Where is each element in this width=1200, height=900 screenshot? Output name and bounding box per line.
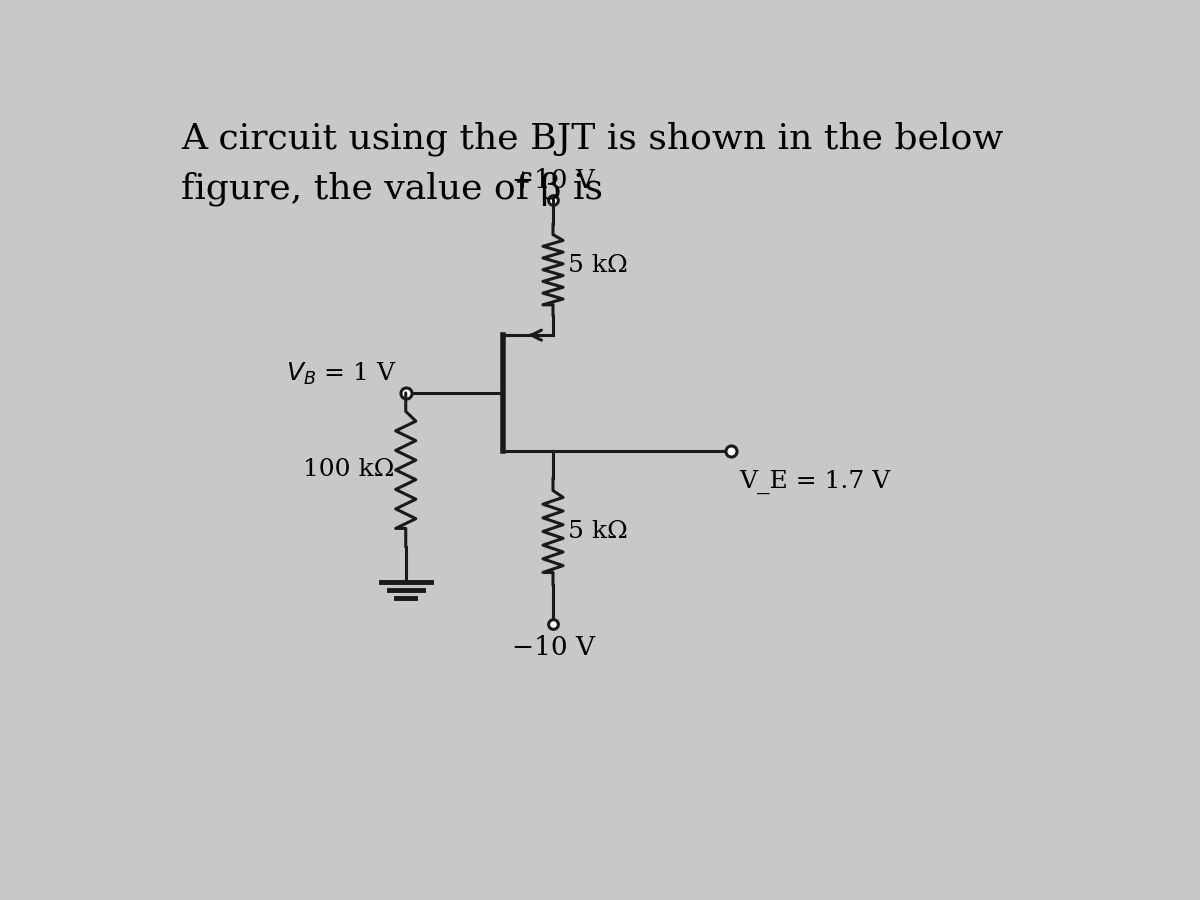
Text: 100 kΩ: 100 kΩ — [302, 458, 394, 482]
Text: +10 V: +10 V — [511, 167, 594, 193]
Text: 5 kΩ: 5 kΩ — [569, 520, 629, 543]
Text: 5 kΩ: 5 kΩ — [569, 255, 629, 277]
Text: V_E = 1.7 V: V_E = 1.7 V — [739, 470, 890, 494]
Text: $V_B$ = 1 V: $V_B$ = 1 V — [286, 361, 396, 387]
Text: −10 V: −10 V — [511, 635, 594, 661]
Text: A circuit using the BJT is shown in the below: A circuit using the BJT is shown in the … — [181, 122, 1003, 157]
Text: figure, the value of β is: figure, the value of β is — [181, 171, 604, 205]
